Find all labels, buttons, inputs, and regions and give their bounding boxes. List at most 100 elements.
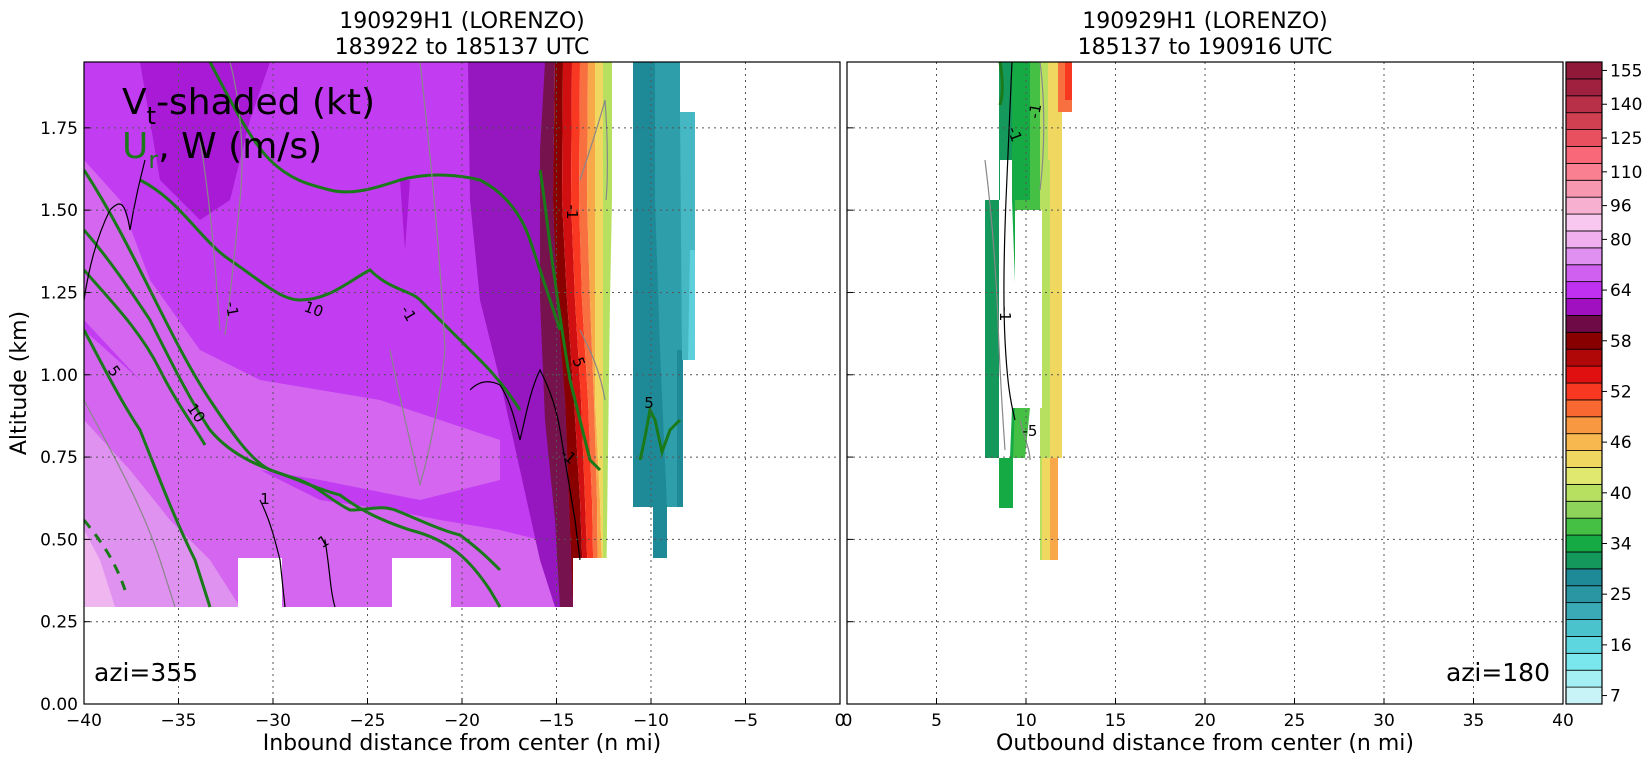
- contour-label-1a: 1: [260, 490, 270, 508]
- contour-label-5c: 5: [644, 394, 654, 412]
- left-panel-contours: [84, 62, 682, 608]
- w-contour-grey-4: [579, 99, 608, 201]
- contour-label-10a: 10: [302, 298, 326, 321]
- colorbar-swatch: [1565, 162, 1603, 181]
- colorbar-swatch: [1565, 129, 1603, 147]
- vt-right-green: [999, 62, 1030, 508]
- y-tick-label: 0.25: [40, 613, 78, 633]
- x-tick-label: 5: [931, 711, 942, 731]
- x-tick-label: −35: [161, 711, 197, 731]
- right-title-line2: 185137 to 190916 UTC: [1078, 35, 1333, 60]
- colorbar-tick-label: 110: [1610, 163, 1642, 183]
- ur-contour-10-b: [84, 229, 502, 572]
- colorbar-swatch: [1565, 298, 1603, 316]
- w-contour-1-eyewall: [499, 368, 581, 561]
- w-contour-1-mid2: [324, 539, 336, 608]
- contour-label-m1c: -1: [563, 205, 581, 220]
- right-w-contour-4: [1019, 419, 1031, 461]
- vt-right-orange: [1050, 458, 1058, 560]
- vt-region-16: [603, 62, 612, 607]
- left-panel-shading: [84, 62, 840, 704]
- ur-contour-5-left: [84, 329, 212, 608]
- colorbar-swatch: [1565, 551, 1603, 570]
- colorbar-swatch: [1565, 112, 1603, 130]
- vt-region-125-left: [84, 530, 115, 607]
- y-tick-label: 0.50: [40, 530, 78, 550]
- ur-contour-top: [208, 62, 562, 331]
- right-w-contour-3: [1039, 62, 1045, 191]
- colorbar-swatch: [1565, 568, 1603, 587]
- colorbar-swatch: [1565, 619, 1603, 637]
- w-contour-1-left: [84, 159, 146, 301]
- colorbar-swatch: [1565, 416, 1603, 435]
- colorbar-swatch: [1565, 636, 1603, 654]
- w-contour-grey-3: [389, 62, 446, 486]
- colorbar: 7 16 25 34 40 46 52 58 64 80 96 110 125 140 155: [1565, 61, 1642, 707]
- x-tick-label: 0: [835, 711, 846, 731]
- vt-right-yellow: [1042, 62, 1062, 560]
- colorbar-swatch: [1565, 315, 1603, 333]
- vt-region-96-upper: [84, 160, 500, 500]
- left-x-axis-label: Inbound distance from center (n mi): [263, 731, 662, 756]
- right-w-contour-2: [984, 159, 1006, 451]
- ur-contour-neg: [84, 519, 127, 591]
- y-axis-label: Altitude (km): [7, 311, 32, 455]
- colorbar-swatch: [1565, 585, 1603, 604]
- colorbar-swatch: [1565, 433, 1603, 451]
- teal-block-edge: [688, 250, 695, 360]
- ur-contour-10-c: [84, 269, 207, 446]
- colorbar-swatch: [1565, 399, 1603, 418]
- x-tick-label: −40: [66, 711, 102, 731]
- x-tick-label: 30: [1373, 711, 1395, 731]
- colorbar-swatch: [1565, 196, 1603, 215]
- w-contour-1-mid: [259, 499, 286, 608]
- colorbar-swatch: [1565, 686, 1603, 705]
- x-tick-label: −10: [633, 711, 669, 731]
- data-gap-3: [573, 558, 653, 608]
- colorbar-tick-label: 7: [1610, 687, 1621, 707]
- right-data-gap: [1015, 210, 1042, 408]
- colorbar-swatch: [1565, 652, 1603, 671]
- left-title-line1: 190929H1 (LORENZO): [339, 9, 585, 34]
- vt-region-34: [579, 62, 598, 607]
- colorbar-swatch: [1565, 179, 1603, 198]
- colorbar-swatch: [1565, 264, 1603, 283]
- vt-region-96: [84, 330, 573, 607]
- colorbar-tick-label: 46: [1610, 433, 1632, 453]
- colorbar-swatch: [1565, 669, 1603, 688]
- colorbar-swatch: [1565, 517, 1603, 536]
- w-contour-1-eyewall2: [469, 381, 501, 391]
- w-contour-grey-6: [579, 329, 606, 401]
- colorbar-swatch: [1565, 467, 1603, 485]
- x-tick-label: −25: [350, 711, 386, 731]
- colorbar-swatch: [1565, 281, 1603, 299]
- colorbar-swatch: [1565, 230, 1603, 249]
- right-contour-labels: -1 -1 -1 -5: [996, 102, 1045, 440]
- annotation-ur-w-line: Ur, W (m/s): [122, 126, 322, 174]
- data-gap-1: [238, 558, 282, 608]
- x-tick-label: −20: [444, 711, 480, 731]
- x-tick-label: 40: [1552, 711, 1574, 731]
- y-tick-label: 1.25: [40, 283, 78, 303]
- y-tick-label: 1.75: [40, 119, 78, 139]
- left-azimuth-label: azi=355: [94, 658, 198, 687]
- ur-contour-teal: [638, 405, 682, 461]
- y-tick-label: 0.00: [40, 695, 78, 715]
- colorbar-tick-label: 16: [1610, 636, 1632, 656]
- right-contour-label-c: -1: [996, 307, 1014, 322]
- right-contour-label-a: -1: [1025, 102, 1045, 120]
- colorbar-swatch: [1565, 146, 1603, 164]
- ur-contour-upper: [139, 178, 522, 411]
- colorbar-swatch: [1565, 331, 1603, 350]
- colorbar-tick-label: 58: [1610, 332, 1632, 352]
- colorbar-tick-label: 125: [1610, 129, 1642, 149]
- vt-region-64-strip: [400, 180, 410, 250]
- annotation-vt-line: Vt-shaded (kt): [122, 82, 375, 130]
- left-title-line2: 183922 to 185137 UTC: [335, 35, 590, 60]
- contour-label-m1a: -1: [222, 300, 242, 318]
- vt-region-58: [540, 62, 573, 607]
- w-contour-grey-1: [224, 62, 243, 336]
- colorbar-swatch: [1565, 483, 1603, 502]
- colorbar-tick-label: 40: [1610, 484, 1632, 504]
